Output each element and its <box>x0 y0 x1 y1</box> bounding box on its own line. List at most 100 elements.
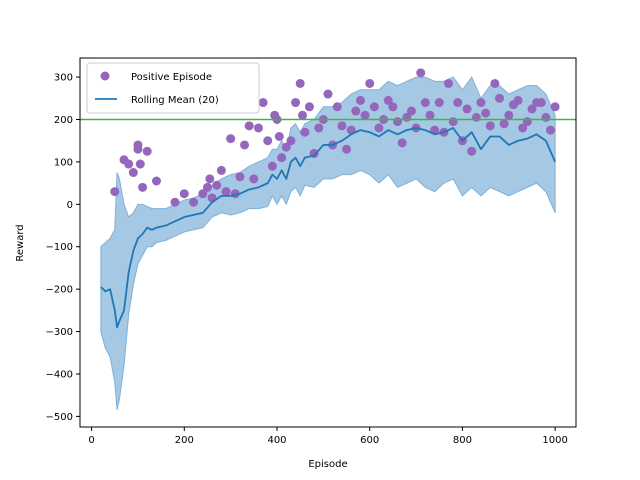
scatter-point <box>499 119 509 129</box>
scatter-point <box>135 159 145 169</box>
rolling-std-band <box>100 76 556 411</box>
scatter-point <box>448 117 458 127</box>
scatter-point <box>485 121 495 131</box>
scatter-point <box>518 123 528 133</box>
legend-label-rolling-mean: Rolling Mean (20) <box>131 95 219 106</box>
legend-box <box>86 62 260 114</box>
legend: Positive Episode Rolling Mean (20) <box>86 62 260 114</box>
scatter-point <box>546 125 556 135</box>
plot-area <box>80 68 576 411</box>
scatter-point <box>277 153 287 163</box>
scatter-point <box>522 117 532 127</box>
scatter-point <box>444 78 454 88</box>
scatter-point <box>476 98 486 108</box>
scatter-point <box>244 121 254 131</box>
legend-marker-positive-episode <box>100 71 110 81</box>
y-axis-ticks: −500 −400 −300 −200 −100 0 100 200 300 <box>46 73 80 423</box>
scatter-point <box>495 93 505 103</box>
scatter-point <box>527 104 537 114</box>
scatter-point <box>253 123 263 133</box>
y-axis-label: Reward <box>15 224 26 261</box>
scatter-point <box>304 102 314 112</box>
scatter-point <box>221 187 231 197</box>
scatter-point <box>314 123 324 133</box>
x-tick-label: 200 <box>175 435 194 446</box>
scatter-point <box>298 110 308 120</box>
scatter-point <box>513 95 523 105</box>
scatter-point <box>536 98 546 108</box>
scatter-point <box>138 182 148 192</box>
scatter-point <box>323 89 333 99</box>
scatter-point <box>124 159 134 169</box>
x-tick-label: 1000 <box>542 435 567 446</box>
y-tick-label: −300 <box>46 327 73 338</box>
x-tick-label: 0 <box>88 435 94 446</box>
scatter-point <box>240 140 250 150</box>
scatter-point <box>189 197 199 207</box>
scatter-point <box>383 95 393 105</box>
scatter-point <box>351 106 361 116</box>
x-tick-label: 800 <box>453 435 472 446</box>
scatter-point <box>393 117 403 127</box>
axes-frame <box>79 57 577 428</box>
scatter-point <box>471 112 481 122</box>
scatter-point <box>226 134 236 144</box>
scatter-point <box>388 102 398 112</box>
scatter-point <box>151 176 161 186</box>
scatter-point <box>434 98 444 108</box>
scatter-point <box>216 165 226 175</box>
scatter-point <box>365 78 375 88</box>
y-tick-label: −200 <box>46 285 73 296</box>
scatter-point <box>142 146 152 156</box>
rolling-mean-line <box>100 127 556 329</box>
x-axis-label: Episode <box>308 459 347 470</box>
scatter-point <box>355 95 365 105</box>
scatter-point <box>369 102 379 112</box>
scatter-point <box>360 110 370 120</box>
scatter-point <box>295 78 305 88</box>
y-tick-label: 200 <box>54 115 73 126</box>
scatter-point <box>337 121 347 131</box>
scatter-point <box>397 138 407 148</box>
scatter-point <box>198 189 208 199</box>
scatter-point <box>550 102 560 112</box>
scatter-point <box>170 197 180 207</box>
y-tick-label: 100 <box>54 157 73 168</box>
x-tick-label: 400 <box>267 435 286 446</box>
scatter-point <box>490 78 500 88</box>
scatter-point <box>274 131 284 141</box>
scatter-point <box>258 98 268 108</box>
scatter-point <box>235 172 245 182</box>
scatter-point <box>249 174 259 184</box>
scatter-point <box>420 98 430 108</box>
y-tick-label: −100 <box>46 242 73 253</box>
legend-label-positive-episode: Positive Episode <box>131 72 212 83</box>
scatter-point <box>133 140 143 150</box>
scatter-point <box>179 189 189 199</box>
scatter-point <box>504 110 514 120</box>
scatter-point <box>342 144 352 154</box>
scatter-point <box>374 123 384 133</box>
scatter-point <box>110 187 120 197</box>
x-axis-ticks: 0 200 400 600 800 1000 <box>88 427 568 446</box>
scatter-point <box>481 108 491 118</box>
y-tick-label: 300 <box>54 73 73 84</box>
y-tick-label: −500 <box>46 412 73 423</box>
scatter-point <box>205 174 215 184</box>
scatter-point <box>467 146 477 156</box>
scatter-point <box>202 182 212 192</box>
scatter-point <box>281 142 291 152</box>
scatter-point <box>300 127 310 137</box>
y-tick-label: −400 <box>46 369 73 380</box>
scatter-point <box>291 98 301 108</box>
scatter-point <box>425 110 435 120</box>
scatter-point <box>263 136 273 146</box>
scatter-point <box>416 68 426 78</box>
scatter-point <box>453 98 463 108</box>
scatter-point <box>462 104 472 114</box>
scatter-point <box>286 136 296 146</box>
scatter-point <box>212 180 222 190</box>
scatter-point <box>267 161 277 171</box>
y-tick-label: 0 <box>67 200 73 211</box>
